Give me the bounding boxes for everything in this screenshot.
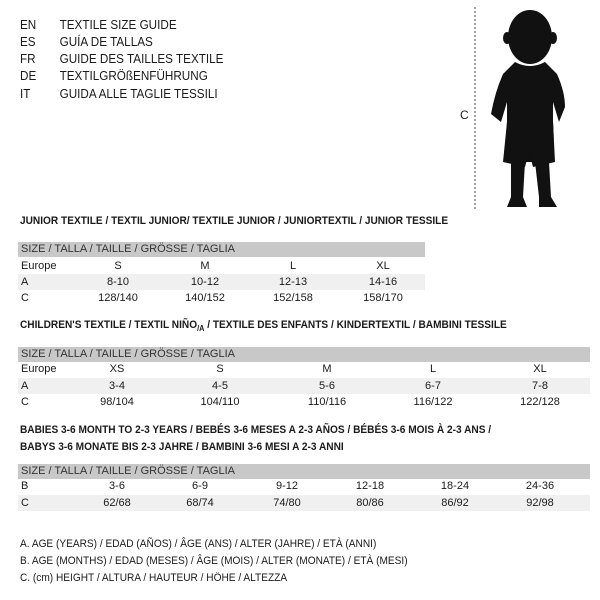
language-code: IT bbox=[20, 86, 31, 101]
guide-title: GUIDA ALLE TAGLIE TESSILI bbox=[59, 86, 218, 101]
language-title-de: DE TEXTILGRÖßENFÜHRUNG bbox=[20, 68, 208, 84]
table-row: C 98/104 104/110 110/116 116/122 122/128 bbox=[18, 394, 590, 410]
table-cell: 6-9 bbox=[192, 480, 208, 492]
table-cell: 12-18 bbox=[355, 480, 385, 492]
size-header-bar: SIZE / TALLA / TAILLE / GRÖSSE / TAGLIA bbox=[18, 464, 590, 479]
table-cell: 7-8 bbox=[532, 380, 548, 392]
child-figure: C bbox=[455, 2, 595, 212]
table-cell: 9-12 bbox=[275, 480, 299, 492]
row-label: Europe bbox=[21, 260, 57, 272]
section-title: BABYS 3-6 MONATE BIS 2-3 JAHRE / BAMBINI… bbox=[20, 441, 344, 453]
table-cell: 12-13 bbox=[278, 276, 308, 288]
table-cell: 110/116 bbox=[307, 396, 347, 408]
table-cell: 24-36 bbox=[525, 480, 555, 492]
row-label: C bbox=[21, 497, 29, 509]
table-row: B 3-6 6-9 9-12 12-18 18-24 24-36 bbox=[18, 478, 590, 494]
table-row: A 3-4 4-5 5-6 6-7 7-8 bbox=[18, 378, 590, 394]
language-code: DE bbox=[20, 68, 37, 83]
row-label: C bbox=[21, 292, 29, 304]
table-cell: 74/80 bbox=[273, 497, 301, 509]
table-cell: 104/110 bbox=[200, 396, 240, 408]
table-cell: XS bbox=[109, 363, 125, 375]
guide-title: GUÍA DE TALLAS bbox=[59, 34, 153, 49]
row-label: A bbox=[21, 380, 29, 392]
table-cell: 18-24 bbox=[440, 480, 470, 492]
table-cell: 10-12 bbox=[190, 276, 220, 288]
section-title: CHILDREN'S TEXTILE / TEXTIL NIÑO/A / TEX… bbox=[20, 319, 507, 333]
guide-title: TEXTILGRÖßENFÜHRUNG bbox=[59, 68, 208, 83]
table-cell: M bbox=[322, 363, 332, 375]
table-cell: XL bbox=[533, 363, 547, 375]
language-title-fr: FR GUIDE DES TAILLES TEXTILE bbox=[20, 51, 223, 67]
language-code: FR bbox=[20, 51, 36, 66]
table-cell: 6-7 bbox=[425, 380, 441, 392]
table-cell: XL bbox=[376, 260, 390, 272]
table-row: C 62/68 68/74 74/80 80/86 86/92 92/98 bbox=[18, 495, 590, 511]
size-header-bar: SIZE / TALLA / TAILLE / GRÖSSE / TAGLIA bbox=[18, 347, 590, 362]
table-cell: 158/170 bbox=[363, 292, 403, 304]
guide-title: GUIDE DES TAILLES TEXTILE bbox=[59, 51, 224, 66]
language-title-en: EN TEXTILE SIZE GUIDE bbox=[20, 17, 177, 33]
table-cell: L bbox=[289, 260, 297, 272]
title-part: / TEXTILE DES ENFANTS / KINDERTEXTIL / B… bbox=[204, 319, 507, 331]
size-header-bar: SIZE / TALLA / TAILLE / GRÖSSE / TAGLIA bbox=[18, 242, 425, 257]
language-code: ES bbox=[20, 34, 36, 49]
row-label: A bbox=[21, 276, 29, 288]
table-cell: 98/104 bbox=[100, 396, 134, 408]
child-silhouette-icon bbox=[474, 7, 565, 210]
table-cell: 5-6 bbox=[319, 380, 335, 392]
table-row: Europe XS S M L XL bbox=[18, 361, 590, 377]
table-cell: 152/158 bbox=[273, 292, 313, 304]
section-title: BABIES 3-6 MONTH TO 2-3 YEARS / BEBÉS 3-… bbox=[20, 424, 492, 436]
table-cell: 68/74 bbox=[186, 497, 214, 509]
language-title-it: IT GUIDA ALLE TAGLIE TESSILI bbox=[20, 86, 218, 102]
table-row: Europe S M L XL bbox=[18, 258, 425, 274]
row-label: Europe bbox=[21, 363, 57, 375]
row-label: C bbox=[21, 396, 29, 408]
legend-item: C. (cm) HEIGHT / ALTURA / HAUTEUR / HÖHE… bbox=[20, 572, 288, 584]
row-label: B bbox=[21, 480, 29, 492]
table-cell: S bbox=[114, 260, 122, 272]
table-cell: 4-5 bbox=[212, 380, 228, 392]
title-part: CHILDREN'S TEXTILE / TEXTIL NIÑO bbox=[20, 319, 198, 331]
language-code: EN bbox=[20, 17, 37, 32]
table-cell: 128/140 bbox=[98, 292, 138, 304]
table-cell: 14-16 bbox=[368, 276, 398, 288]
table-row: C 128/140 140/152 152/158 158/170 bbox=[18, 290, 425, 306]
table-cell: 3-4 bbox=[109, 380, 125, 392]
table-cell: 122/128 bbox=[520, 396, 560, 408]
table-cell: M bbox=[200, 260, 210, 272]
measure-label: C bbox=[460, 108, 469, 122]
section-title: JUNIOR TEXTILE / TEXTIL JUNIOR/ TEXTILE … bbox=[20, 215, 449, 227]
table-cell: 92/98 bbox=[526, 497, 554, 509]
table-cell: L bbox=[429, 363, 437, 375]
table-cell: 3-6 bbox=[109, 480, 125, 492]
table-cell: 116/122 bbox=[413, 396, 453, 408]
table-cell: 80/86 bbox=[356, 497, 384, 509]
table-cell: S bbox=[216, 363, 224, 375]
table-cell: 62/68 bbox=[103, 497, 131, 509]
legend-item: B. AGE (MONTHS) / EDAD (MESES) / ÂGE (MO… bbox=[20, 555, 408, 567]
title-part: /A bbox=[197, 324, 205, 334]
table-row: A 8-10 10-12 12-13 14-16 bbox=[18, 274, 425, 290]
language-title-es: ES GUÍA DE TALLAS bbox=[20, 34, 153, 50]
guide-title: TEXTILE SIZE GUIDE bbox=[59, 17, 177, 32]
table-cell: 86/92 bbox=[441, 497, 469, 509]
table-cell: 140/152 bbox=[185, 292, 225, 304]
table-cell: 8-10 bbox=[106, 276, 130, 288]
legend-item: A. AGE (YEARS) / EDAD (AÑOS) / ÂGE (ANS)… bbox=[20, 538, 377, 550]
